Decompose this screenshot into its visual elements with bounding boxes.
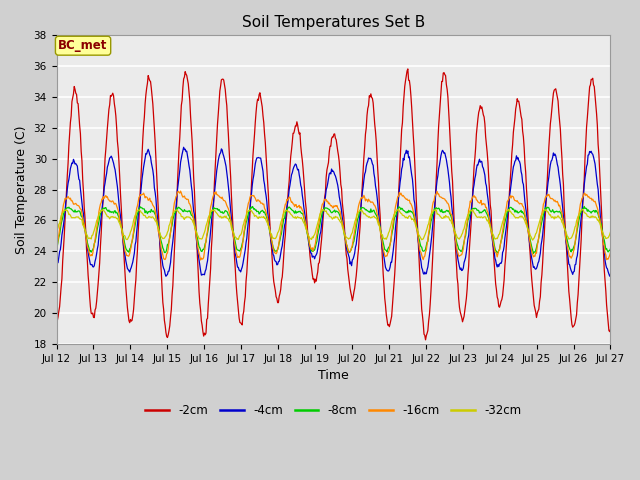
- Line: -32cm: -32cm: [56, 209, 611, 240]
- -16cm: [196, 257, 204, 263]
- -16cm: [207, 204, 214, 210]
- Line: -8cm: -8cm: [56, 206, 611, 253]
- -2cm: [52, 315, 60, 321]
- -8cm: [63, 205, 70, 211]
- -4cm: [162, 274, 170, 279]
- -16cm: [419, 255, 426, 261]
- -16cm: [52, 244, 60, 250]
- Y-axis label: Soil Temperature (C): Soil Temperature (C): [15, 125, 28, 254]
- -2cm: [63, 187, 70, 193]
- -2cm: [120, 246, 127, 252]
- -2cm: [205, 288, 213, 294]
- -32cm: [529, 237, 536, 243]
- Legend: -2cm, -4cm, -8cm, -16cm, -32cm: -2cm, -4cm, -8cm, -16cm, -32cm: [141, 399, 526, 421]
- -32cm: [52, 228, 60, 234]
- -16cm: [120, 239, 127, 245]
- -4cm: [207, 228, 214, 234]
- -8cm: [580, 204, 588, 209]
- -16cm: [403, 197, 410, 203]
- -32cm: [176, 210, 184, 216]
- -2cm: [607, 327, 614, 333]
- -2cm: [401, 84, 408, 89]
- -32cm: [205, 213, 213, 218]
- Line: -2cm: -2cm: [56, 69, 611, 340]
- -16cm: [607, 250, 614, 255]
- -4cm: [419, 267, 426, 273]
- Title: Soil Temperatures Set B: Soil Temperatures Set B: [242, 15, 425, 30]
- -8cm: [205, 221, 213, 227]
- Line: -4cm: -4cm: [56, 147, 611, 276]
- -32cm: [402, 215, 410, 221]
- -32cm: [120, 232, 127, 238]
- -4cm: [403, 147, 410, 153]
- -8cm: [52, 247, 60, 253]
- -4cm: [177, 159, 184, 165]
- -4cm: [52, 264, 60, 270]
- X-axis label: Time: Time: [318, 369, 349, 382]
- -32cm: [63, 207, 70, 213]
- -8cm: [607, 246, 614, 252]
- -8cm: [401, 208, 408, 214]
- -8cm: [529, 251, 537, 256]
- -4cm: [63, 195, 70, 201]
- -4cm: [180, 144, 188, 150]
- -4cm: [607, 272, 614, 277]
- -16cm: [63, 196, 70, 202]
- -2cm: [176, 134, 184, 140]
- -8cm: [417, 244, 425, 250]
- -32cm: [607, 229, 614, 235]
- -2cm: [422, 337, 429, 343]
- -2cm: [418, 306, 426, 312]
- Line: -16cm: -16cm: [56, 191, 611, 260]
- -8cm: [176, 205, 184, 211]
- Text: BC_met: BC_met: [58, 39, 108, 52]
- -16cm: [176, 190, 184, 196]
- -2cm: [404, 66, 412, 72]
- -32cm: [418, 237, 426, 242]
- -4cm: [120, 243, 127, 249]
- -8cm: [120, 234, 127, 240]
- -32cm: [395, 206, 403, 212]
- -16cm: [177, 188, 184, 194]
